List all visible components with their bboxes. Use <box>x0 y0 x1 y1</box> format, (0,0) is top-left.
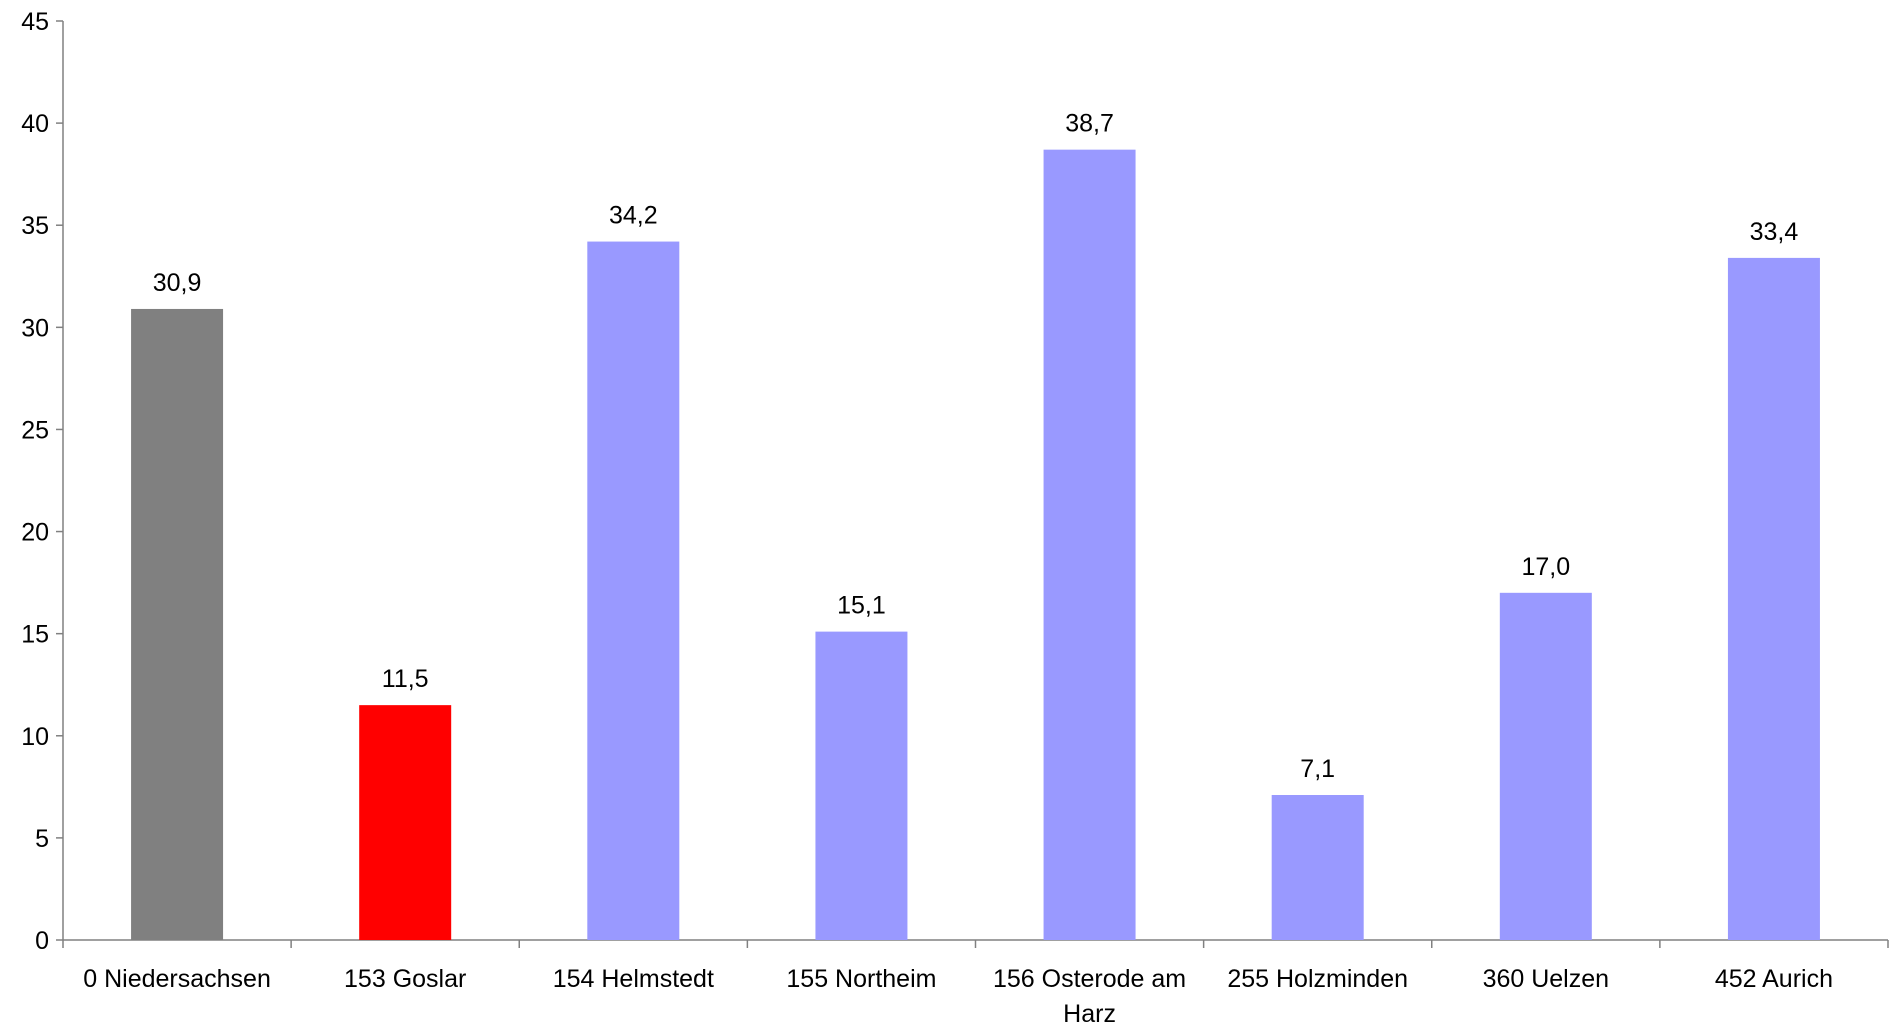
y-tick-label: 25 <box>21 416 49 444</box>
y-tick-label: 45 <box>21 8 49 36</box>
data-label: 11,5 <box>382 665 429 693</box>
data-labels: 30,9 11,5 34,2 15,1 38,7 7,1 17,0 33,4 <box>153 110 1799 783</box>
bar <box>815 631 908 940</box>
data-label: 38,7 <box>1065 110 1114 138</box>
data-label: 15,1 <box>837 592 886 620</box>
category-label: 452 Aurich <box>1715 965 1833 993</box>
category-label: 153 Goslar <box>344 965 466 993</box>
bar <box>359 705 452 940</box>
bar <box>131 308 224 940</box>
bar <box>1271 795 1364 940</box>
y-tick-label: 20 <box>21 519 49 547</box>
data-label: 7,1 <box>1300 755 1335 783</box>
category-label: 154 Helmstedt <box>553 965 714 993</box>
category-label: 360 Uelzen <box>1483 965 1609 993</box>
category-label: 155 Northeim <box>786 965 936 993</box>
x-axis <box>62 939 1889 948</box>
data-label: 30,9 <box>153 269 202 297</box>
category-labels: 0 Niedersachsen 153 Goslar 154 Helmstedt 15… <box>83 965 1833 1027</box>
y-tick-label: 30 <box>21 314 49 342</box>
y-tick-label: 40 <box>21 110 49 138</box>
bar <box>1499 592 1592 940</box>
y-tick-label: 5 <box>35 825 49 853</box>
y-tick-label: 0 <box>35 927 49 955</box>
y-axis: 0 5 10 15 20 25 30 35 40 45 <box>21 8 64 955</box>
y-tick-label: 10 <box>21 723 49 751</box>
category-label: 0 Niedersachsen <box>83 965 271 993</box>
data-label: 33,4 <box>1750 218 1799 246</box>
bars <box>131 149 1820 940</box>
data-label: 17,0 <box>1521 553 1570 581</box>
data-label: 34,2 <box>609 202 658 230</box>
category-label: 156 Osterode am Harz <box>993 965 1186 1027</box>
bar <box>1043 149 1136 940</box>
bar <box>1727 257 1820 940</box>
y-tick-label: 15 <box>21 621 49 649</box>
y-tick-label: 35 <box>21 212 49 240</box>
bar <box>587 241 680 940</box>
category-label: 255 Holzminden <box>1227 965 1408 993</box>
